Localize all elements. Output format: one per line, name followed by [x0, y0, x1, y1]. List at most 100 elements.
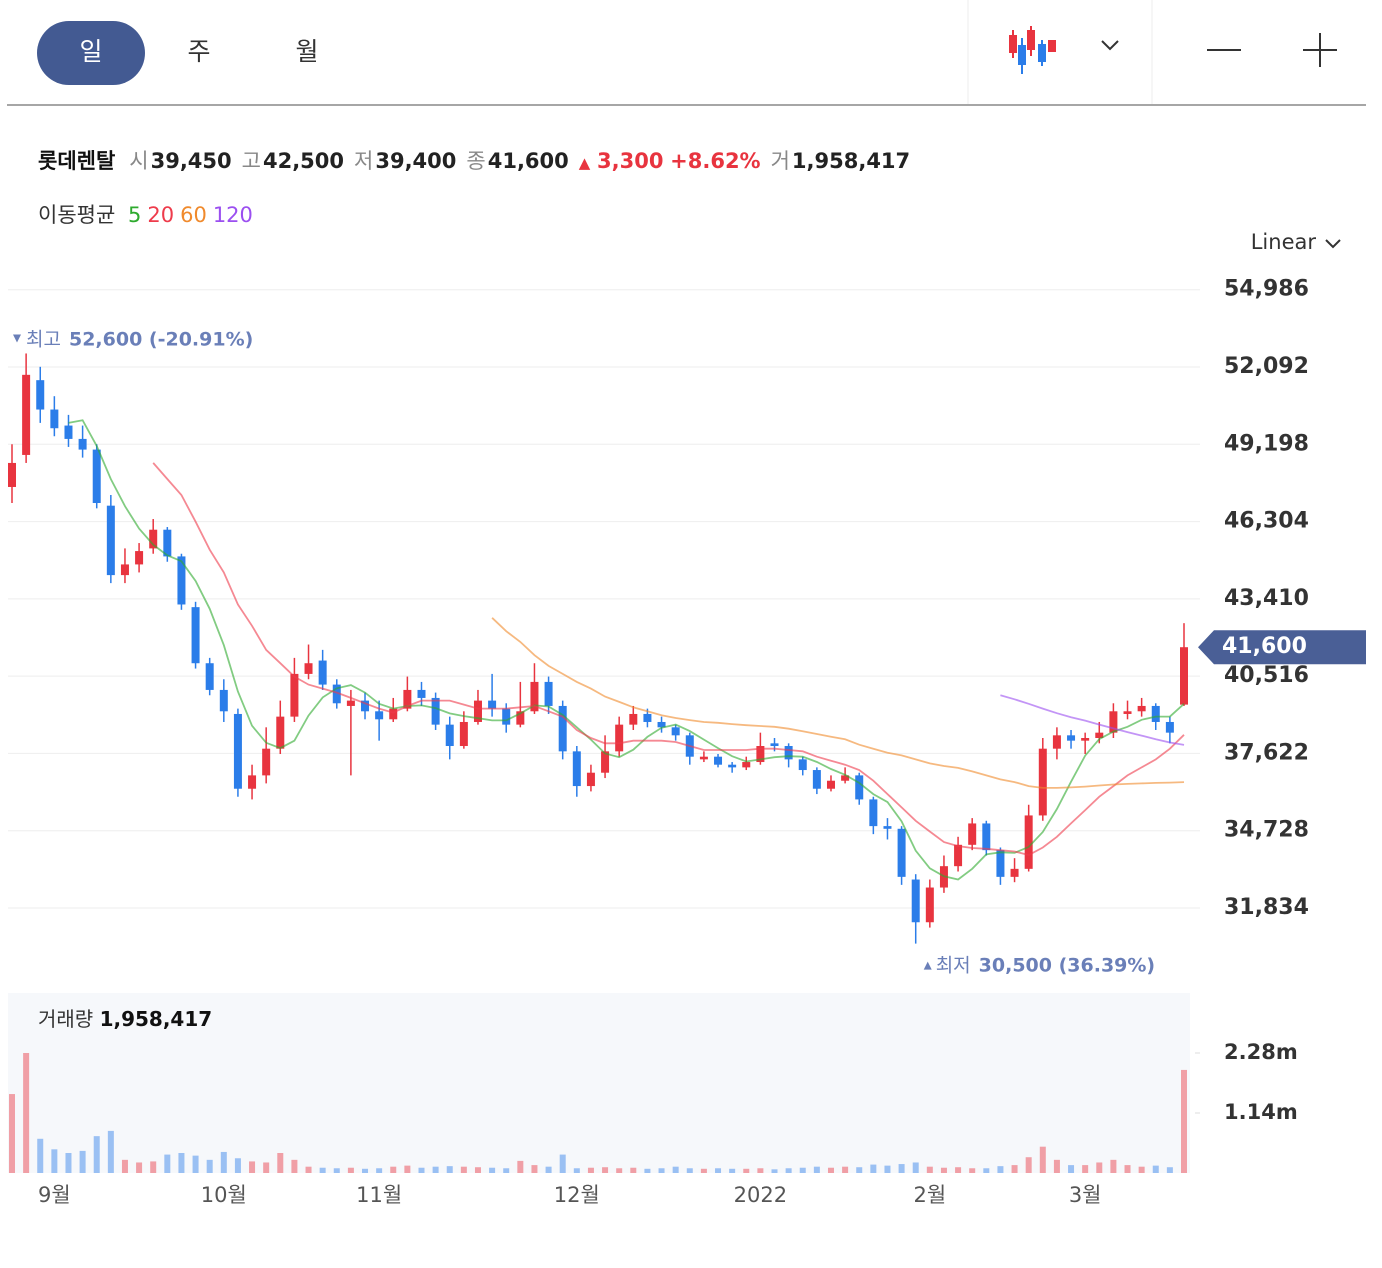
stock-items: 시39,450 고42,500 저39,400 종41,600 — [129, 149, 579, 173]
candle-body — [516, 711, 525, 725]
volume-bar — [220, 1151, 227, 1173]
volume-bar — [1152, 1165, 1159, 1173]
candle-body — [262, 748, 271, 776]
dropdown-chevron[interactable] — [1101, 40, 1119, 51]
volume-bar — [771, 1169, 778, 1173]
candle-body — [50, 409, 59, 429]
volume-bar — [347, 1167, 354, 1173]
marker-label: 최고 — [26, 328, 61, 350]
candle-body — [1137, 705, 1146, 712]
candle-body — [120, 564, 129, 576]
volume-bar — [955, 1167, 962, 1173]
volume-bar — [65, 1153, 72, 1173]
volume-bar — [1068, 1165, 1075, 1173]
volume-tick-label: 1.14m — [1224, 1100, 1298, 1124]
y-tick-label: 43,410 — [1224, 586, 1309, 611]
item-label: 종 — [466, 149, 486, 173]
volume-bar — [587, 1167, 594, 1173]
y-tick-label: 37,622 — [1224, 740, 1309, 765]
scale-selector[interactable]: Linear — [1251, 230, 1317, 254]
candle-body — [826, 780, 835, 789]
candle-body — [1038, 748, 1047, 816]
chart-type-button[interactable] — [1009, 26, 1056, 74]
volume-bar — [136, 1162, 143, 1173]
volume-bar — [686, 1168, 693, 1173]
candle-body — [968, 823, 977, 845]
candle-body — [177, 556, 186, 605]
candle-body — [205, 663, 214, 690]
volume-bar — [545, 1166, 552, 1173]
volume-bar — [1025, 1157, 1032, 1173]
volume-bar — [249, 1161, 256, 1173]
candle-body — [92, 449, 101, 504]
candle-body — [770, 743, 779, 747]
candle-body — [1095, 732, 1104, 738]
item-label: 시 — [129, 149, 149, 173]
volume-bar — [376, 1168, 383, 1173]
candle-body — [1180, 647, 1188, 705]
candle-body — [346, 700, 355, 706]
legend-item: 20 — [147, 203, 175, 227]
candle-body — [615, 724, 624, 752]
marker-label: 최저 — [936, 954, 971, 976]
candle-body — [332, 684, 341, 704]
legend-item: 60 — [180, 203, 207, 227]
candle-body — [488, 700, 497, 709]
volume-bar — [489, 1167, 496, 1173]
candle-body — [445, 724, 454, 747]
volume-bar — [898, 1164, 905, 1173]
tab-label[interactable]: 주 — [187, 37, 210, 66]
last-price-label: 41,600 — [1222, 634, 1307, 659]
candle-body — [558, 705, 567, 752]
volume-bar — [107, 1130, 114, 1173]
legend-item: 120 — [212, 203, 253, 227]
volume-bar — [1181, 1069, 1187, 1173]
candle-body — [657, 721, 666, 728]
candle-body — [403, 689, 412, 709]
volume-bar — [940, 1167, 947, 1173]
dropdown-chevron[interactable] — [1325, 239, 1341, 249]
zoom-in[interactable] — [1303, 33, 1337, 67]
candle-body — [601, 751, 610, 773]
x-tick-label: 10월 — [201, 1183, 247, 1207]
volume-bar — [93, 1136, 100, 1173]
volume-panel — [8, 993, 1190, 1173]
tab-active[interactable] — [37, 21, 145, 85]
tab-label[interactable]: 일 — [79, 37, 102, 66]
volume-bar — [884, 1165, 891, 1173]
item-value: 39,400 — [375, 149, 457, 173]
volume-bar — [234, 1158, 241, 1173]
candle-body — [431, 697, 440, 725]
volume-bar — [757, 1168, 764, 1173]
item-label: 고 — [241, 149, 261, 173]
volume-bar — [277, 1153, 284, 1173]
candle-body — [812, 770, 821, 789]
tab-label[interactable]: 월 — [295, 37, 318, 66]
volume-bar — [291, 1159, 298, 1173]
volume-bar — [362, 1168, 369, 1173]
candle-body — [78, 438, 87, 450]
candle-body — [459, 721, 468, 747]
candle-body — [883, 826, 892, 829]
candle-body — [798, 759, 807, 771]
low-marker: 최저 30,500 (36.39%) — [936, 954, 1155, 976]
candle-body — [135, 551, 144, 565]
candle-body — [1081, 737, 1090, 741]
volume-bar — [192, 1155, 199, 1173]
volume-bar — [531, 1165, 538, 1173]
candle-body — [1052, 735, 1061, 749]
y-tick-label: 52,092 — [1224, 354, 1309, 379]
ma-title: 이동평균 — [38, 203, 116, 227]
candle-body — [982, 823, 991, 851]
volume-label: 거래량 1,958,417 — [38, 1007, 212, 1031]
candle-body — [954, 844, 963, 867]
volume-bar — [404, 1165, 411, 1173]
ma-line — [152, 462, 1185, 856]
volume-bar — [432, 1166, 439, 1173]
volume-bar — [969, 1168, 976, 1173]
candle-body — [841, 775, 850, 781]
candle-body — [106, 505, 115, 576]
volume-bar — [23, 1053, 30, 1173]
volume-bar — [658, 1168, 665, 1173]
volume-bar — [206, 1159, 213, 1173]
